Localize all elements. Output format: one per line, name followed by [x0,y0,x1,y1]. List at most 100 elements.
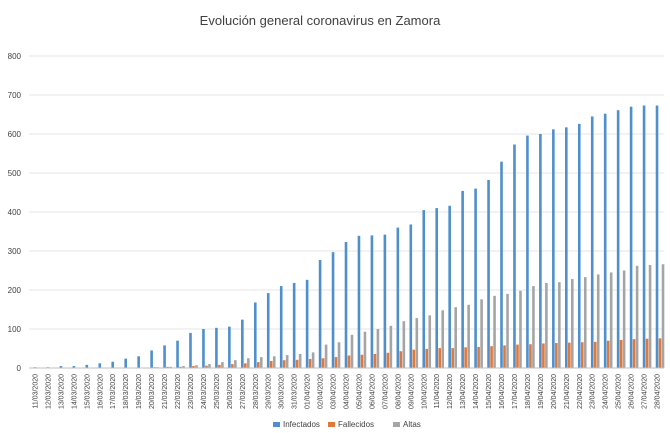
legend: Infectados Fallecidos Altas [273,420,421,429]
bar-altas-31 [441,310,445,368]
x-tick-label: 13/04/2020 [460,374,467,409]
bar-fallecidos-18 [269,360,273,368]
x-tick-label: 14/04/2020 [473,374,480,409]
x-tick-label: 10/04/2020 [421,374,428,409]
y-tick-label: 100 [8,325,22,334]
bar-fallecidos-48 [658,338,662,368]
bar-altas-10 [169,366,172,368]
x-tick-label: 07/04/2020 [382,374,389,409]
bar-fallecidos-21 [308,359,312,368]
bar-fallecidos-37 [516,344,519,368]
x-tick-label: 14/03/2020 [71,374,78,409]
bar-fallecidos-43 [593,341,597,368]
bar-infectados-37 [513,144,516,368]
bar-infectados-16 [241,319,244,368]
bar-fallecidos-38 [529,344,532,368]
x-tick-label: 26/04/2020 [629,374,636,409]
bar-fallecidos-46 [632,339,636,368]
bar-fallecidos-45 [619,339,623,368]
bar-infectados-7 [124,358,127,368]
bar-altas-12 [195,365,198,368]
bar-fallecidos-27 [386,352,390,368]
x-tick-label: 03/04/2020 [331,374,338,409]
bar-infectados-31 [435,208,439,368]
bar-infectados-12 [189,332,192,368]
bar-infectados-46 [629,106,633,368]
bar-infectados-18 [266,293,270,368]
bar-altas-40 [558,282,561,368]
x-tick-label: 23/04/2020 [590,374,597,409]
x-tick-label: 25/04/2020 [616,374,623,409]
x-tick-label: 12/03/2020 [45,374,52,409]
bar-infectados-20 [292,282,296,368]
bar-altas-37 [519,290,522,368]
bar-infectados-30 [422,210,426,368]
y-tick-label: 800 [8,52,22,61]
x-tick-label: 24/03/2020 [201,374,208,409]
x-tick-label: 20/04/2020 [551,374,558,409]
y-tick-label: 200 [8,286,22,295]
bar-altas-47 [648,265,652,368]
bar-fallecidos-40 [555,343,558,368]
x-tick-label: 11/04/2020 [434,374,441,409]
x-tick-label: 30/03/2020 [279,374,286,409]
bar-infectados-39 [539,134,542,368]
bar-infectados-6 [111,361,115,368]
bar-infectados-4 [85,364,89,368]
bar-fallecidos-15 [231,364,234,368]
bar-altas-18 [272,356,276,368]
bar-infectados-2 [59,366,63,368]
x-tick-label: 22/03/2020 [175,374,182,409]
x-tick-label: 21/03/2020 [162,374,169,409]
bar-altas-39 [545,282,548,368]
x-tick-label: 05/04/2020 [356,374,363,409]
bar-fallecidos-36 [503,345,506,368]
x-tick-label: 19/03/2020 [136,374,143,409]
x-tick-label: 11/03/2020 [32,374,39,409]
bar-infectados-27 [383,234,387,368]
x-tick-label: 28/04/2020 [655,374,662,409]
bar-infectados-38 [526,135,529,368]
bar-infectados-28 [396,227,400,368]
bar-fallecidos-34 [477,346,480,368]
legend-swatch-altas [393,422,400,427]
bar-fallecidos-17 [256,362,260,368]
bar-infectados-44 [603,113,607,368]
y-axis: 0 100 200 300 400 500 600 700 800 [8,52,22,373]
bar-altas-30 [428,315,432,368]
bar-infectados-14 [215,327,218,368]
bar-altas-27 [389,325,393,368]
bar-infectados-35 [487,180,490,368]
bar-fallecidos-31 [438,348,442,368]
bar-infectados-11 [176,340,179,368]
bar-infectados-25 [357,235,361,368]
bar-infectados-19 [279,286,283,368]
x-tick-label: 31/03/2020 [292,374,299,409]
x-tick-label: 15/04/2020 [486,374,493,409]
bar-infectados-22 [318,259,322,368]
bar-altas-36 [506,293,509,368]
x-tick-label: 28/03/2020 [253,374,260,409]
bar-altas-20 [298,353,302,368]
legend-swatch-fallecidos [328,422,335,427]
bar-altas-43 [596,274,600,368]
bar-altas-33 [467,304,470,368]
x-tick-label: 23/03/2020 [188,374,195,409]
bar-altas-13 [208,364,211,368]
x-tick-label: 12/04/2020 [447,374,454,409]
bar-altas-34 [480,299,483,368]
bar-altas-25 [363,331,367,368]
bar-fallecidos-19 [282,360,286,368]
bar-fallecidos-32 [451,348,454,368]
bar-altas-44 [609,272,613,368]
bar-infectados-23 [331,252,335,368]
bar-fallecidos-29 [412,349,416,368]
x-tick-label: 02/04/2020 [318,374,325,409]
bar-altas-38 [532,286,535,368]
legend-swatch-infectados [273,422,280,427]
bar-fallecidos-41 [568,342,571,368]
bar-infectados-5 [98,363,102,368]
bar-altas-15 [234,360,237,368]
x-tick-label: 13/03/2020 [58,374,65,409]
bar-infectados-48 [655,105,659,368]
